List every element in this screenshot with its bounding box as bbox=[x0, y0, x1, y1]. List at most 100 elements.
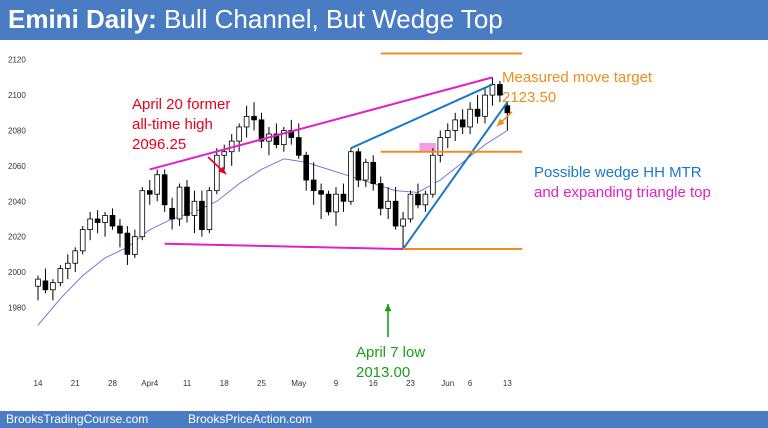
april20-line2: all-time high bbox=[132, 116, 213, 133]
bear-candle bbox=[504, 105, 511, 114]
x-tick-label: 9 bbox=[334, 379, 339, 388]
x-tick-label: 16 bbox=[369, 379, 378, 388]
bull-candle bbox=[154, 174, 161, 195]
bear-candle bbox=[117, 225, 123, 234]
bull-candle bbox=[206, 190, 213, 230]
bull-candle bbox=[236, 126, 242, 142]
bear-candle bbox=[169, 207, 175, 220]
bear-candle bbox=[318, 190, 324, 195]
april20-line3: 2096.25 bbox=[132, 136, 187, 153]
bear-candle bbox=[184, 186, 190, 216]
april7-arrow-head bbox=[384, 304, 392, 312]
bear-candle bbox=[355, 151, 362, 181]
footer-bar: BrooksTradingCourse.com BrooksPriceActio… bbox=[0, 411, 768, 428]
upper-channel-line bbox=[149, 76, 493, 171]
y-tick-label: 1980 bbox=[8, 303, 26, 312]
footer-link-right[interactable]: BrooksPriceAction.com bbox=[188, 412, 313, 426]
bull-candle bbox=[176, 186, 183, 220]
title-bold: Emini Daily: bbox=[8, 4, 157, 34]
bear-candle bbox=[474, 108, 481, 117]
mm-line1: Measured move target bbox=[502, 69, 653, 86]
bear-candle bbox=[340, 193, 347, 202]
candlestick-chart: 1980 2000 2020 2040 2060 2080 2100 2120 14 21 28 Ap… bbox=[8, 52, 523, 388]
y-tick-label: 2000 bbox=[8, 268, 26, 277]
bear-candle bbox=[392, 200, 399, 227]
bull-candle bbox=[422, 193, 429, 206]
bull-candle bbox=[243, 115, 250, 128]
x-tick-label: 25 bbox=[257, 379, 266, 388]
bear-candle bbox=[325, 193, 332, 213]
bull-candle bbox=[102, 215, 108, 223]
lower-channel-line bbox=[164, 242, 404, 251]
bull-candle bbox=[385, 200, 391, 209]
wedge-annotation-line2: and expanding triangle top bbox=[534, 184, 711, 201]
bull-candle bbox=[50, 282, 56, 291]
april20-line1: April 20 former bbox=[132, 96, 231, 113]
y-tick-label: 2020 bbox=[8, 233, 26, 242]
bull-candle bbox=[482, 94, 488, 117]
bull-candle bbox=[132, 236, 138, 255]
x-tick-label: 11 bbox=[183, 379, 192, 388]
moving-average-line bbox=[37, 130, 508, 326]
april20-annotation: April 20 former all-time high 2096.25 bbox=[132, 95, 230, 155]
bull-candle bbox=[407, 193, 414, 220]
title-rest: Bull Channel, But Wedge Top bbox=[156, 4, 503, 34]
y-tick-label: 2060 bbox=[8, 162, 26, 171]
magenta-highlight-box bbox=[419, 142, 436, 152]
bull-candle bbox=[191, 200, 198, 216]
y-tick-label: 2120 bbox=[8, 56, 26, 65]
bear-candle bbox=[459, 119, 466, 128]
bear-candle bbox=[161, 174, 168, 206]
bull-candle bbox=[213, 154, 220, 192]
x-tick-label: May bbox=[291, 379, 306, 388]
bear-candle bbox=[199, 200, 205, 230]
bull-candle bbox=[139, 190, 146, 238]
measured-move-annotation: Measured move target 2123.50 bbox=[502, 68, 652, 108]
bull-candle bbox=[362, 161, 369, 181]
bear-candle bbox=[109, 215, 116, 227]
page-title: Emini Daily: Bull Channel, But Wedge Top bbox=[8, 4, 503, 35]
mm-line2: 2123.50 bbox=[502, 89, 557, 106]
bear-candle bbox=[497, 84, 503, 96]
april7-line1: April 7 low bbox=[356, 344, 426, 361]
wedge-trend-line bbox=[402, 101, 509, 250]
bull-candle bbox=[35, 278, 41, 287]
x-tick-label: 21 bbox=[71, 379, 80, 388]
bear-candle bbox=[146, 190, 153, 195]
bull-candle bbox=[400, 218, 406, 227]
bear-candle bbox=[251, 115, 257, 121]
x-tick-label: 13 bbox=[503, 379, 512, 388]
x-tick-label: 23 bbox=[406, 379, 415, 388]
x-tick-label: Jun bbox=[441, 379, 454, 388]
bear-candle bbox=[310, 179, 317, 192]
wedge-annotation-line1: Possible wedge HH MTR bbox=[534, 164, 702, 181]
bear-candle bbox=[377, 183, 384, 209]
y-tick-label: 2100 bbox=[8, 91, 26, 100]
bull-candle bbox=[57, 268, 64, 284]
x-tick-label: 14 bbox=[34, 379, 43, 388]
bear-candle bbox=[94, 218, 101, 223]
bull-candle bbox=[87, 218, 93, 230]
bear-candle bbox=[273, 133, 280, 146]
bull-candle bbox=[333, 193, 339, 213]
bull-candle bbox=[65, 262, 71, 269]
y-tick-label: 2080 bbox=[8, 126, 26, 135]
bear-candle bbox=[258, 119, 265, 142]
bull-candle bbox=[467, 108, 473, 128]
bull-candle bbox=[221, 151, 228, 156]
measured-move-arrow-head bbox=[497, 118, 505, 126]
bull-candle bbox=[281, 130, 287, 146]
x-tick-label: Apr4 bbox=[141, 379, 158, 388]
bear-candle bbox=[42, 280, 49, 291]
april7-line2: 2013.00 bbox=[356, 364, 411, 381]
bear-candle bbox=[124, 232, 131, 255]
bull-candle bbox=[452, 119, 458, 131]
bull-candle bbox=[72, 250, 79, 264]
april20-arrow-head bbox=[218, 166, 226, 174]
y-tick-label: 2040 bbox=[8, 197, 26, 206]
bear-candle bbox=[370, 161, 377, 184]
bear-candle bbox=[295, 137, 302, 156]
bear-candle bbox=[303, 154, 309, 181]
footer-link-left[interactable]: BrooksTradingCourse.com bbox=[6, 412, 149, 426]
bull-candle bbox=[444, 130, 451, 138]
